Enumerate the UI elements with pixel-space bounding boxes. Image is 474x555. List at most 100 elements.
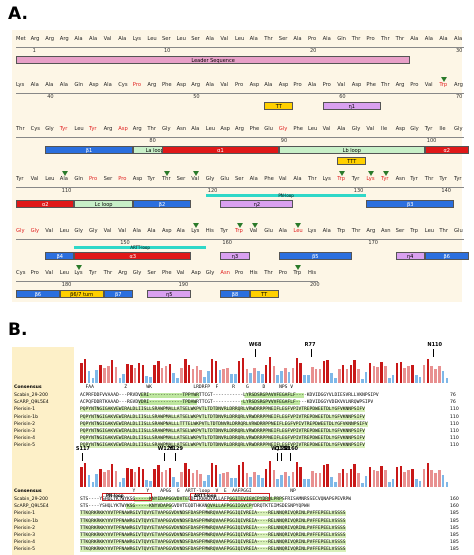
residue-label: Ser [103,176,113,182]
conservation-bar [199,473,202,487]
residue-label: Ala [191,126,200,132]
conservation-bar [376,471,380,487]
conservation-bar [260,478,264,487]
residue-label: Pro [322,82,331,88]
conservation-bar [95,474,98,487]
residue-label: Arg [103,126,113,132]
conservation-bar [291,471,295,487]
sequence-end-number: 185 [450,518,459,524]
conservation-bar [434,473,437,487]
residue-label: Asp [118,126,128,132]
residue-label: Glu [454,228,463,234]
sequence-name: Pierisin-1 [14,511,36,517]
conservation-bar [430,470,433,487]
residue-label: Gly [205,270,215,276]
conservation-bar [357,369,360,383]
residue-label: Gly [89,228,98,234]
residue-label: Lys [366,176,375,182]
position-tick: 50 [193,94,200,100]
aligned-sequence: PQPYNTNGIGAKVEWIRALDLIISLLSRAWPMALLATSEL… [80,436,365,442]
sequence-name: Pierisin-4 [14,436,36,442]
conservation-bar [353,360,356,383]
residue-label: Val [191,176,199,182]
ruler-line [16,47,464,48]
conservation-bar [307,478,310,487]
residue-label: Ala [132,228,141,234]
residue-label: Arg [147,82,157,88]
conservation-bar [407,469,410,487]
sequence-name: Scabin_29-200 [14,497,48,502]
conservation-bar [311,471,314,487]
residue-label: Tyr [89,126,97,132]
residue-label: Gly [74,228,83,234]
residue-label: Lys [74,270,83,276]
residue-label: Gly [45,126,54,132]
conservation-bar [384,470,387,487]
conservation-bar [133,367,137,383]
conservation-bar [295,462,299,487]
residue-label: Arg [118,270,128,276]
conservation-bar [226,471,229,487]
panel-b-label: B. [8,320,28,340]
conservation-bar [260,374,264,383]
residue-label: Arg [235,126,244,132]
residue-label: Ala [103,82,112,88]
conservation-bar [276,375,279,383]
residue-label: Ala [308,82,317,88]
conservation-bar [372,469,376,487]
residue-label: Tyr [454,176,462,182]
structure-segment: α3 [74,252,192,260]
conservation-bar [99,364,102,383]
residue-label: Arg [366,228,376,234]
conservation-bar [226,367,229,383]
residue-label: Ala [278,228,287,234]
conservation-bar [99,468,102,487]
residue-label: Phe [264,176,274,182]
residue-label: Thr [381,36,390,42]
conservation-bar [445,481,449,487]
sequence-end-number: 185 [450,511,459,517]
marker-line [163,453,165,461]
conservation-bar [295,358,299,383]
sequence-name: Pierisin-4 [14,540,36,546]
residue-label: Pro [235,270,244,276]
conservation-bar [87,370,91,383]
residue-label: Gly [162,126,171,132]
aligned-sequence: TTKQRKRKKYVVTPFNAWRGIVTQVYETVAPGGVDVNDSF… [80,511,346,517]
residue-label: Ala [424,36,433,42]
conservation-bar [157,465,160,487]
conservation-bar [353,464,356,487]
conservation-bar [245,369,249,383]
residue-label: Phe [366,82,376,88]
marker-line [310,349,312,357]
residue-label: Thr [439,228,448,234]
conservation-histogram [80,459,452,487]
residue-marker: E160 [284,446,299,452]
consensus-label: Consensus [14,385,42,390]
residue-label: Val [45,270,53,276]
conservation-bar [210,463,214,487]
conservation-bar [157,361,160,383]
conservation-bar [330,476,333,487]
conservation-bar [176,482,179,487]
residue-label: Thr [424,176,434,182]
aligned-sequence: ACPQFDDRTKAAAD---RGVDVDRI------------TPD… [80,400,374,406]
residue-label: Phe [162,270,172,276]
residue-label: Ala [89,36,98,42]
conservation-bar [272,470,276,487]
residue-label: Leu [59,270,70,276]
structure-segment: η2 [220,200,294,208]
conservation-bar [149,376,152,383]
sequence-end-number: 185 [450,525,459,531]
conservation-bar [284,471,287,487]
conserved-marker [295,223,302,228]
residue-label: Ala [176,228,185,234]
conservation-bar [284,367,287,383]
conservation-bar [214,361,218,383]
aligned-sequence: STS----YSHQLYKTWYKSG-----KNYVDAPGGVDVTEQ… [80,504,310,510]
conservation-bar [426,359,430,383]
residue-label: Asp [220,126,230,132]
conservation-bar [334,481,337,487]
residue-label: Lys [16,82,25,88]
conservation-bar [380,466,383,487]
